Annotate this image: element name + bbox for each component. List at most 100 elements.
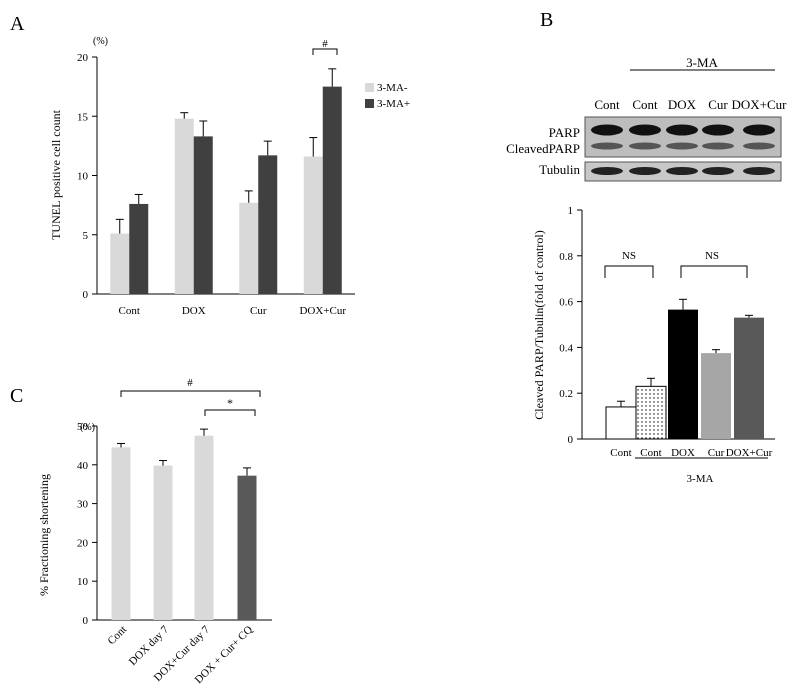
- chart-c-ytick-label: 30: [77, 499, 89, 511]
- chart-a-ytick-label: 10: [77, 171, 89, 183]
- chart-b: Cleaved PARP/Tubulin(fold of control) 0 0…: [532, 205, 775, 485]
- band-cleaved-parp-5: [743, 142, 775, 150]
- panel-label-b: B: [540, 9, 553, 31]
- chart-a-ytick-label: 15: [77, 111, 89, 123]
- chart-b-ylabel: Cleaved PARP/Tubulin(fold of control): [532, 230, 546, 419]
- blot-group-label: 3-MA: [686, 55, 718, 70]
- band-cleaved-parp-3: [666, 142, 698, 150]
- annotation-c-hash: #: [187, 377, 193, 389]
- chart-a-ytick-label: 0: [83, 289, 89, 301]
- legend-swatch-3ma-plus: [365, 99, 374, 108]
- bar-b-4: [701, 353, 731, 439]
- bar-a-cur-plus: [258, 155, 278, 294]
- band-tubulin-4: [702, 167, 734, 175]
- blot-lane-1: Cont: [594, 97, 620, 112]
- bar-a-doxcur-plus: [322, 86, 342, 294]
- band-tubulin-5: [743, 167, 775, 175]
- bracket-b-ns-2: [680, 265, 748, 278]
- band-parp-1: [591, 124, 623, 136]
- blot-lane-4: Cur: [708, 97, 728, 112]
- bracket-a: [312, 48, 338, 55]
- bar-c-3: [194, 435, 214, 620]
- bar-a-cont-minus: [110, 233, 130, 294]
- chart-b-category-label: DOX+Cur: [726, 447, 773, 459]
- chart-b-ytick-label: 1: [568, 205, 574, 217]
- chart-a-ytick-label: 5: [83, 230, 89, 242]
- chart-b-group-label: 3-MA: [687, 473, 714, 485]
- panel-label-c: C: [10, 385, 23, 407]
- chart-a-category-label: DOX: [182, 305, 206, 317]
- chart-c-ytick-label: 40: [77, 460, 89, 472]
- bar-b-5: [734, 317, 764, 439]
- chart-b-ytick-label: 0.4: [559, 342, 573, 354]
- annotation-a-hash: #: [322, 38, 328, 50]
- chart-a: TUNEL positive cell count (%) 0 5 10 15 20 C…: [49, 36, 410, 317]
- blot-lane-2: Cont: [632, 97, 658, 112]
- chart-c-annotations: # *: [120, 377, 261, 416]
- legend-swatch-3ma-minus: [365, 83, 374, 92]
- blot-panel-parp: [584, 116, 782, 158]
- bar-b-1: [605, 406, 637, 440]
- chart-c-category-label: Cont: [105, 624, 129, 648]
- band-cleaved-parp-4: [702, 142, 734, 150]
- chart-b-ytick-label: 0.6: [559, 297, 573, 309]
- bar-a-dox-plus: [193, 136, 213, 294]
- blot-row-parp: PARP: [549, 125, 580, 140]
- chart-a-category-label: DOX+Cur: [299, 305, 346, 317]
- chart-b-ytick-label: 0.2: [559, 388, 573, 400]
- band-parp-2: [629, 124, 661, 136]
- band-parp-4: [702, 124, 734, 136]
- blot-lane-5: DOX+Cur: [732, 97, 788, 112]
- legend-label-3ma-minus: 3-MA-: [377, 82, 408, 94]
- chart-c: % Fractioning shortening (%) 0 10 20 30 40 50…: [37, 377, 272, 686]
- annotation-b-ns-2: NS: [705, 250, 719, 262]
- western-blot: 3-MA Cont Cont DOX Cur DOX+Cur PARP Clea…: [506, 55, 788, 182]
- chart-c-yunit: (%): [80, 422, 95, 433]
- band-parp-5: [743, 124, 775, 136]
- chart-a-annotation: #: [312, 38, 338, 55]
- bar-b-3: [668, 309, 698, 439]
- chart-b-annotations: NS NS: [604, 250, 748, 278]
- band-parp-3: [666, 124, 698, 136]
- blot-row-cleaved-parp: CleavedPARP: [506, 141, 580, 156]
- chart-a-category-label: Cur: [250, 305, 267, 317]
- chart-b-category-label: Cur: [708, 447, 725, 459]
- chart-b-ytick-label: 0.8: [559, 251, 573, 263]
- panel-label-a: A: [10, 13, 25, 35]
- chart-c-ytick-label: 20: [77, 537, 89, 549]
- chart-a-category-label: Cont: [119, 305, 140, 317]
- chart-b-ytick-label: 0: [568, 434, 574, 446]
- chart-a-legend: 3-MA- 3-MA+: [365, 82, 410, 110]
- chart-c-ytick-label: 50: [77, 421, 89, 433]
- chart-b-category-label: DOX: [671, 447, 695, 459]
- blot-row-tubulin: Tubulin: [539, 162, 580, 177]
- annotation-b-ns-1: NS: [622, 250, 636, 262]
- bar-a-cur-minus: [239, 202, 259, 294]
- chart-b-category-label: Cont: [640, 447, 661, 459]
- bracket-b-ns-1: [604, 265, 654, 278]
- band-tubulin-1: [591, 167, 623, 175]
- bracket-c-star: [204, 409, 256, 416]
- band-cleaved-parp-2: [629, 142, 661, 150]
- bar-a-doxcur-minus: [303, 156, 323, 294]
- band-cleaved-parp-1: [591, 142, 623, 150]
- chart-a-ylabel: TUNEL positive cell count: [49, 109, 63, 240]
- bar-c-4: [237, 475, 257, 620]
- chart-a-yunit: (%): [93, 36, 108, 47]
- band-tubulin-3: [666, 167, 698, 175]
- chart-c-ylabel: % Fractioning shortening: [37, 474, 51, 596]
- chart-c-ytick-label: 0: [83, 615, 89, 627]
- bar-a-cont-plus: [129, 203, 149, 294]
- annotation-c-star: *: [227, 396, 233, 410]
- chart-a-ytick-label: 20: [77, 52, 89, 64]
- bar-c-2: [153, 465, 173, 620]
- chart-b-category-label: Cont: [610, 447, 631, 459]
- bar-b-2: [635, 385, 667, 440]
- bar-a-dox-minus: [174, 118, 194, 295]
- bracket-c-hash: [120, 390, 261, 397]
- band-tubulin-2: [629, 167, 661, 175]
- chart-c-ytick-label: 10: [77, 576, 89, 588]
- blot-lane-3: DOX: [668, 97, 697, 112]
- legend-label-3ma-plus: 3-MA+: [377, 98, 410, 110]
